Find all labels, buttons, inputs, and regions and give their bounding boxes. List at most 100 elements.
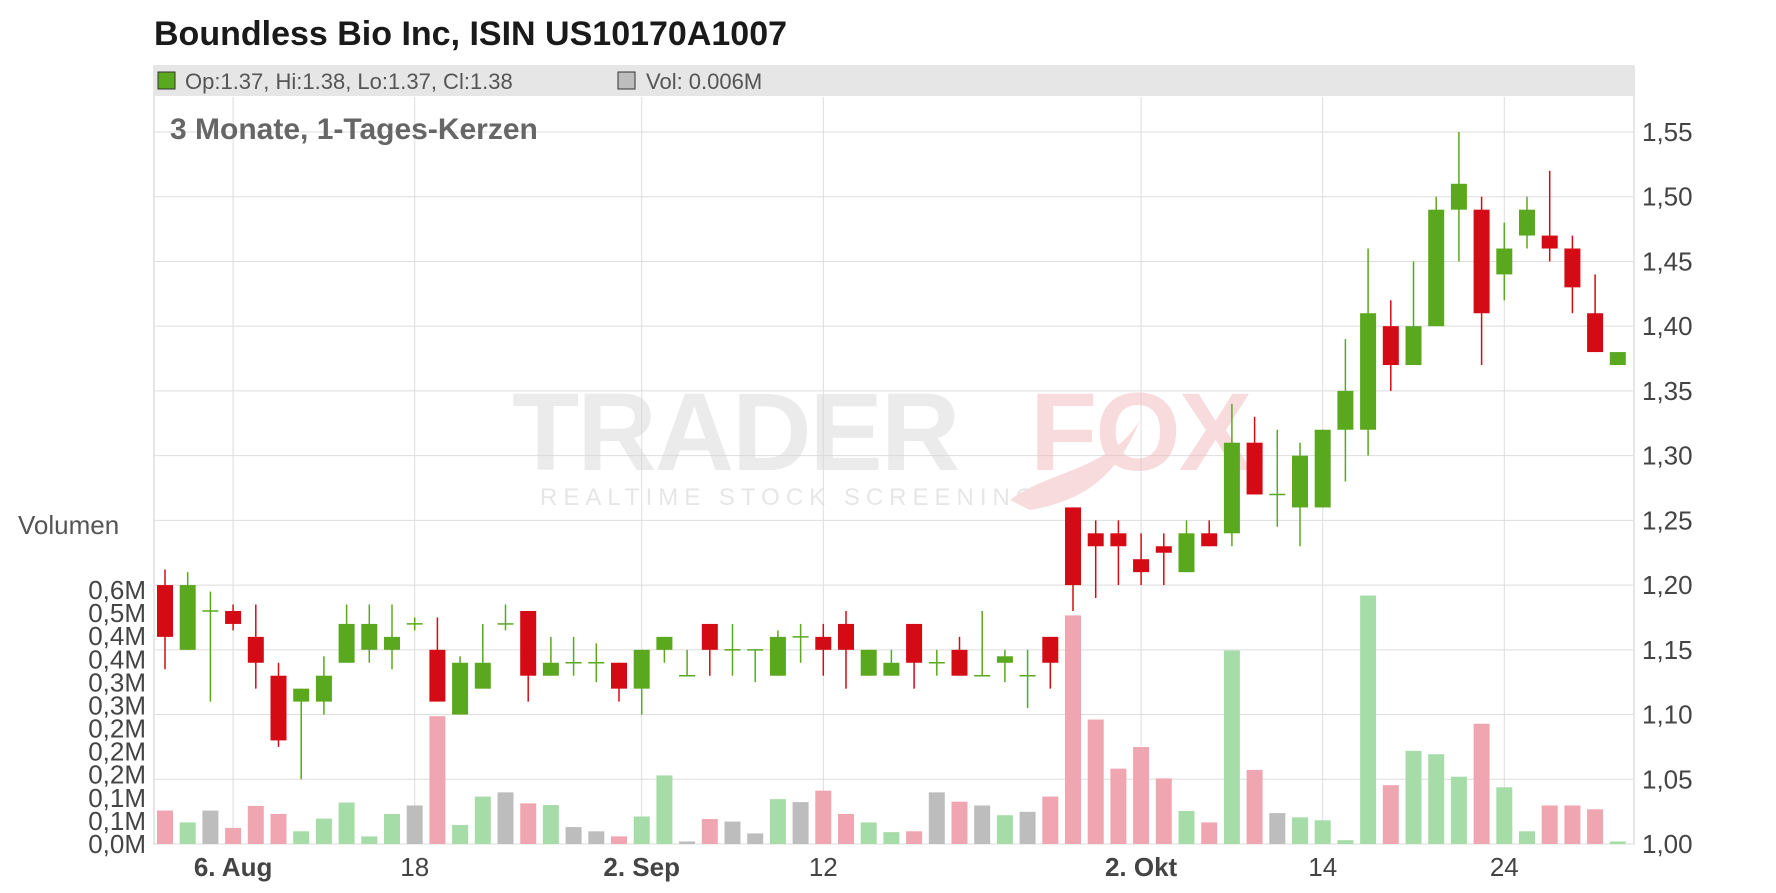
candle-body (1541, 235, 1558, 249)
candle-body (1133, 559, 1150, 573)
volume-bar (406, 805, 423, 844)
candle-body (1065, 507, 1081, 586)
candle-body (996, 656, 1013, 663)
chart-title: Boundless Bio Inc, ISIN US10170A1007 (154, 15, 787, 53)
volume-bar (520, 803, 537, 844)
candle-body (1609, 352, 1626, 366)
volume-bar (1496, 787, 1513, 844)
price-tick-label: 1,55 (1642, 117, 1693, 147)
date-tick-label: 18 (400, 852, 429, 882)
volume-axis-label: Volumen (18, 510, 119, 540)
price-tick-label: 1,40 (1642, 311, 1693, 341)
price-tick-label: 1,35 (1642, 376, 1693, 406)
grid (155, 97, 1633, 845)
candle-body (1178, 533, 1195, 573)
volume-bar (384, 813, 400, 844)
volume-bar (1564, 805, 1581, 844)
price-tick-label: 1,20 (1642, 570, 1693, 600)
volume-bar (429, 716, 446, 844)
volume-tick-label: 0,2M (88, 714, 146, 744)
volume-bar (179, 822, 196, 844)
candle-body (520, 610, 537, 676)
volume-tick-label: 0,5M (88, 598, 146, 628)
date-tick-label: 14 (1308, 852, 1337, 882)
volume-bar (474, 796, 491, 844)
volume-legend-text: Vol: 0.006M (646, 69, 762, 94)
price-tick-label: 1,25 (1642, 505, 1693, 535)
volume-bar (928, 792, 945, 844)
volume-tick-label: 0,4M (88, 644, 146, 674)
candle-body (429, 649, 446, 702)
candle-body (338, 623, 355, 663)
volume-bar (202, 810, 219, 844)
candle-body (656, 636, 673, 650)
volume-bar (838, 813, 854, 844)
volume-tick-label: 0,6M (88, 575, 146, 605)
volume-bar (1201, 822, 1218, 844)
volume-legend-swatch (617, 71, 636, 90)
volume-bar (1178, 810, 1195, 844)
price-tick-label: 1,50 (1642, 182, 1693, 212)
candle-body (769, 636, 786, 676)
candle-body (1496, 248, 1513, 275)
volume-tick-label: 0,1M (88, 783, 146, 813)
candle-body (1360, 313, 1377, 430)
candle-body (1292, 455, 1308, 508)
volume-bar (1473, 723, 1490, 844)
volume-bar (611, 836, 627, 844)
candle-body (883, 662, 900, 676)
candle-body (1450, 183, 1467, 210)
candle-body (1405, 326, 1422, 366)
volume-bar (293, 831, 310, 844)
price-tick-label: 1,15 (1642, 635, 1693, 665)
traderfox-watermark: TRADER FOX REALTIME STOCK SCREENING (512, 371, 1254, 511)
candle-body (157, 585, 173, 637)
candle-body (225, 610, 242, 624)
candle-body (1337, 390, 1354, 430)
volume-tick-label: 0,1M (88, 806, 146, 836)
volume-bar (1133, 747, 1150, 844)
chart-subtitle: 3 Monate, 1-Tages-Kerzen (170, 113, 538, 146)
candle-body (1155, 546, 1172, 553)
ohlc-legend-swatch (157, 71, 176, 90)
price-tick-label: 1,45 (1642, 246, 1693, 276)
volume-bar (747, 833, 764, 844)
candle-body (1314, 429, 1331, 508)
volume-bar (315, 818, 332, 844)
volume-bar (906, 831, 923, 844)
volume-bar (860, 822, 877, 844)
volume-bar (1110, 768, 1127, 844)
volume-bar (1405, 750, 1422, 844)
volume-bar (452, 824, 469, 844)
candle-body (1042, 636, 1059, 663)
price-tick-label: 1,30 (1642, 441, 1693, 471)
axes: 1,00 1,05 1,10 1,15 1,20 1,25 1,30 1,35 1,40 1,45… (88, 117, 1692, 882)
candle-body (951, 649, 968, 676)
volume-bar (542, 805, 559, 844)
candle-body (361, 623, 378, 650)
candle-body (838, 623, 854, 650)
candle-body (247, 636, 264, 663)
volume-bar (588, 831, 605, 844)
volume-tick-label: 0,3M (88, 667, 146, 697)
candle-body (860, 649, 877, 676)
date-tick-label: 12 (809, 852, 838, 882)
volume-bar (1223, 650, 1240, 844)
price-tick-label: 1,05 (1642, 764, 1693, 794)
candle-body (1087, 533, 1104, 547)
volume-bar (792, 802, 809, 844)
volume-tick-label: 0,0M (88, 829, 146, 859)
candle-body (474, 662, 491, 689)
volume-bar (633, 816, 650, 844)
candle-body (315, 675, 332, 702)
volume-bar (1292, 817, 1308, 844)
volume-bar (361, 836, 378, 844)
volume-bar (157, 810, 173, 844)
volume-bar (724, 821, 741, 844)
candle-body (179, 585, 196, 650)
volume-bar (1065, 615, 1081, 844)
volume-bar (1019, 811, 1036, 844)
candle-body (1428, 209, 1445, 327)
candle-body (293, 688, 310, 702)
